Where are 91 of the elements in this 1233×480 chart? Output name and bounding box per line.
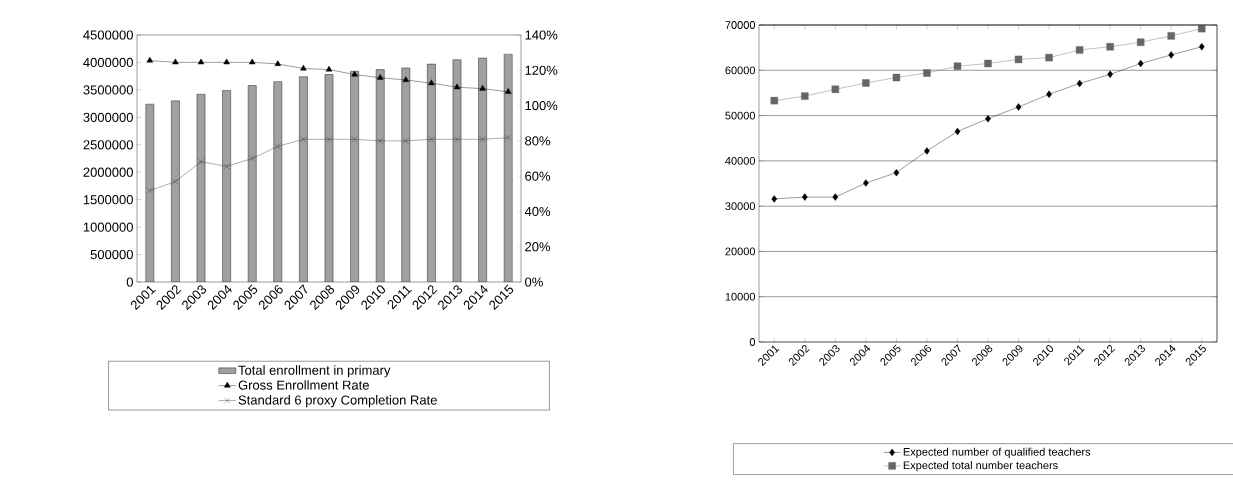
- point: [146, 56, 154, 63]
- point: [801, 92, 809, 100]
- y-tick-label: 20000: [725, 247, 756, 256]
- point: [479, 84, 486, 91]
- y-tick-label: 2500000: [83, 140, 133, 150]
- y-tick-label: 10000: [725, 292, 756, 301]
- y-tick-label: 1000000: [83, 222, 133, 232]
- bar: [503, 54, 513, 282]
- legend-label: Expected total number teachers: [903, 461, 1058, 472]
- y2-tick-label: 80%: [525, 136, 551, 146]
- point: [325, 65, 333, 72]
- point: [893, 168, 900, 177]
- y-tick-label: 2000000: [83, 167, 133, 177]
- point: [479, 136, 486, 143]
- point: [428, 79, 435, 86]
- point: [801, 193, 808, 201]
- point: [351, 136, 358, 143]
- y2-tick-label: 0%: [525, 277, 543, 287]
- y-tick-label: 3000000: [83, 112, 133, 122]
- point: [1015, 103, 1022, 111]
- point: [1075, 46, 1084, 54]
- legend-label: Total enrollment in primary: [238, 365, 391, 378]
- point: [300, 136, 307, 143]
- point: [832, 193, 839, 201]
- point: [402, 76, 410, 82]
- point: [985, 115, 991, 123]
- point: [172, 178, 179, 185]
- y-tick-label: 500000: [90, 249, 133, 260]
- point: [197, 158, 205, 165]
- point: [402, 137, 409, 144]
- point: [1198, 43, 1205, 51]
- point: [248, 58, 256, 65]
- y-tick-label: 0: [749, 338, 756, 346]
- point: [325, 136, 333, 143]
- y-tick-label: 70000: [725, 21, 756, 29]
- y2-tick-label: 40%: [524, 206, 551, 217]
- point: [377, 137, 384, 144]
- point: [1168, 51, 1175, 59]
- y-tick-label: 3500000: [83, 85, 133, 95]
- y2-tick-label: 20%: [525, 242, 551, 252]
- point: [1014, 55, 1023, 64]
- point: [300, 64, 307, 71]
- point: [172, 58, 179, 65]
- point: [1167, 32, 1175, 40]
- y2-tick-label: 120%: [525, 65, 558, 75]
- point: [505, 134, 512, 141]
- point: [1076, 79, 1083, 88]
- point: [146, 187, 153, 194]
- y-tick-label: 50000: [725, 111, 756, 120]
- legend-label: Expected number of qualified teachers: [903, 447, 1091, 458]
- point: [862, 79, 870, 87]
- point: [1198, 24, 1206, 33]
- point: [770, 96, 778, 105]
- legend-label: Gross Enrollment Rate: [238, 380, 369, 390]
- point: [1046, 90, 1052, 98]
- y-tick-label: 0: [126, 277, 133, 287]
- y2-tick-label: 60%: [525, 171, 551, 181]
- point: [1136, 38, 1145, 46]
- point: [249, 155, 256, 162]
- point: [863, 179, 869, 187]
- y-tick-label: 4500000: [83, 30, 133, 40]
- point: [351, 70, 358, 77]
- y2-tick-label: 140%: [525, 30, 558, 40]
- point: [223, 58, 230, 65]
- point: [831, 85, 840, 94]
- y-tick-label: 60000: [725, 66, 756, 75]
- point: [274, 143, 281, 150]
- point: [223, 163, 230, 170]
- point: [923, 69, 931, 77]
- point: [1045, 53, 1053, 62]
- point: [197, 58, 205, 65]
- point: [1137, 59, 1144, 68]
- point: [954, 127, 961, 136]
- y2-tick-label: 100%: [525, 100, 558, 111]
- point: [504, 88, 512, 94]
- point: [453, 136, 461, 143]
- y-tick-label: 30000: [725, 202, 756, 211]
- point: [428, 136, 435, 143]
- point: [376, 73, 384, 80]
- y-tick-label: 4000000: [83, 57, 133, 68]
- point: [892, 73, 901, 82]
- point: [953, 62, 962, 70]
- point: [274, 60, 282, 66]
- y-tick-label: 1500000: [83, 195, 133, 205]
- point: [771, 195, 778, 203]
- point: [924, 147, 930, 155]
- point: [984, 59, 992, 68]
- point: [1106, 43, 1114, 51]
- legend-label: Standard 6 proxy Completion Rate: [238, 395, 437, 408]
- point: [453, 83, 461, 90]
- y-tick-label: 40000: [725, 156, 756, 165]
